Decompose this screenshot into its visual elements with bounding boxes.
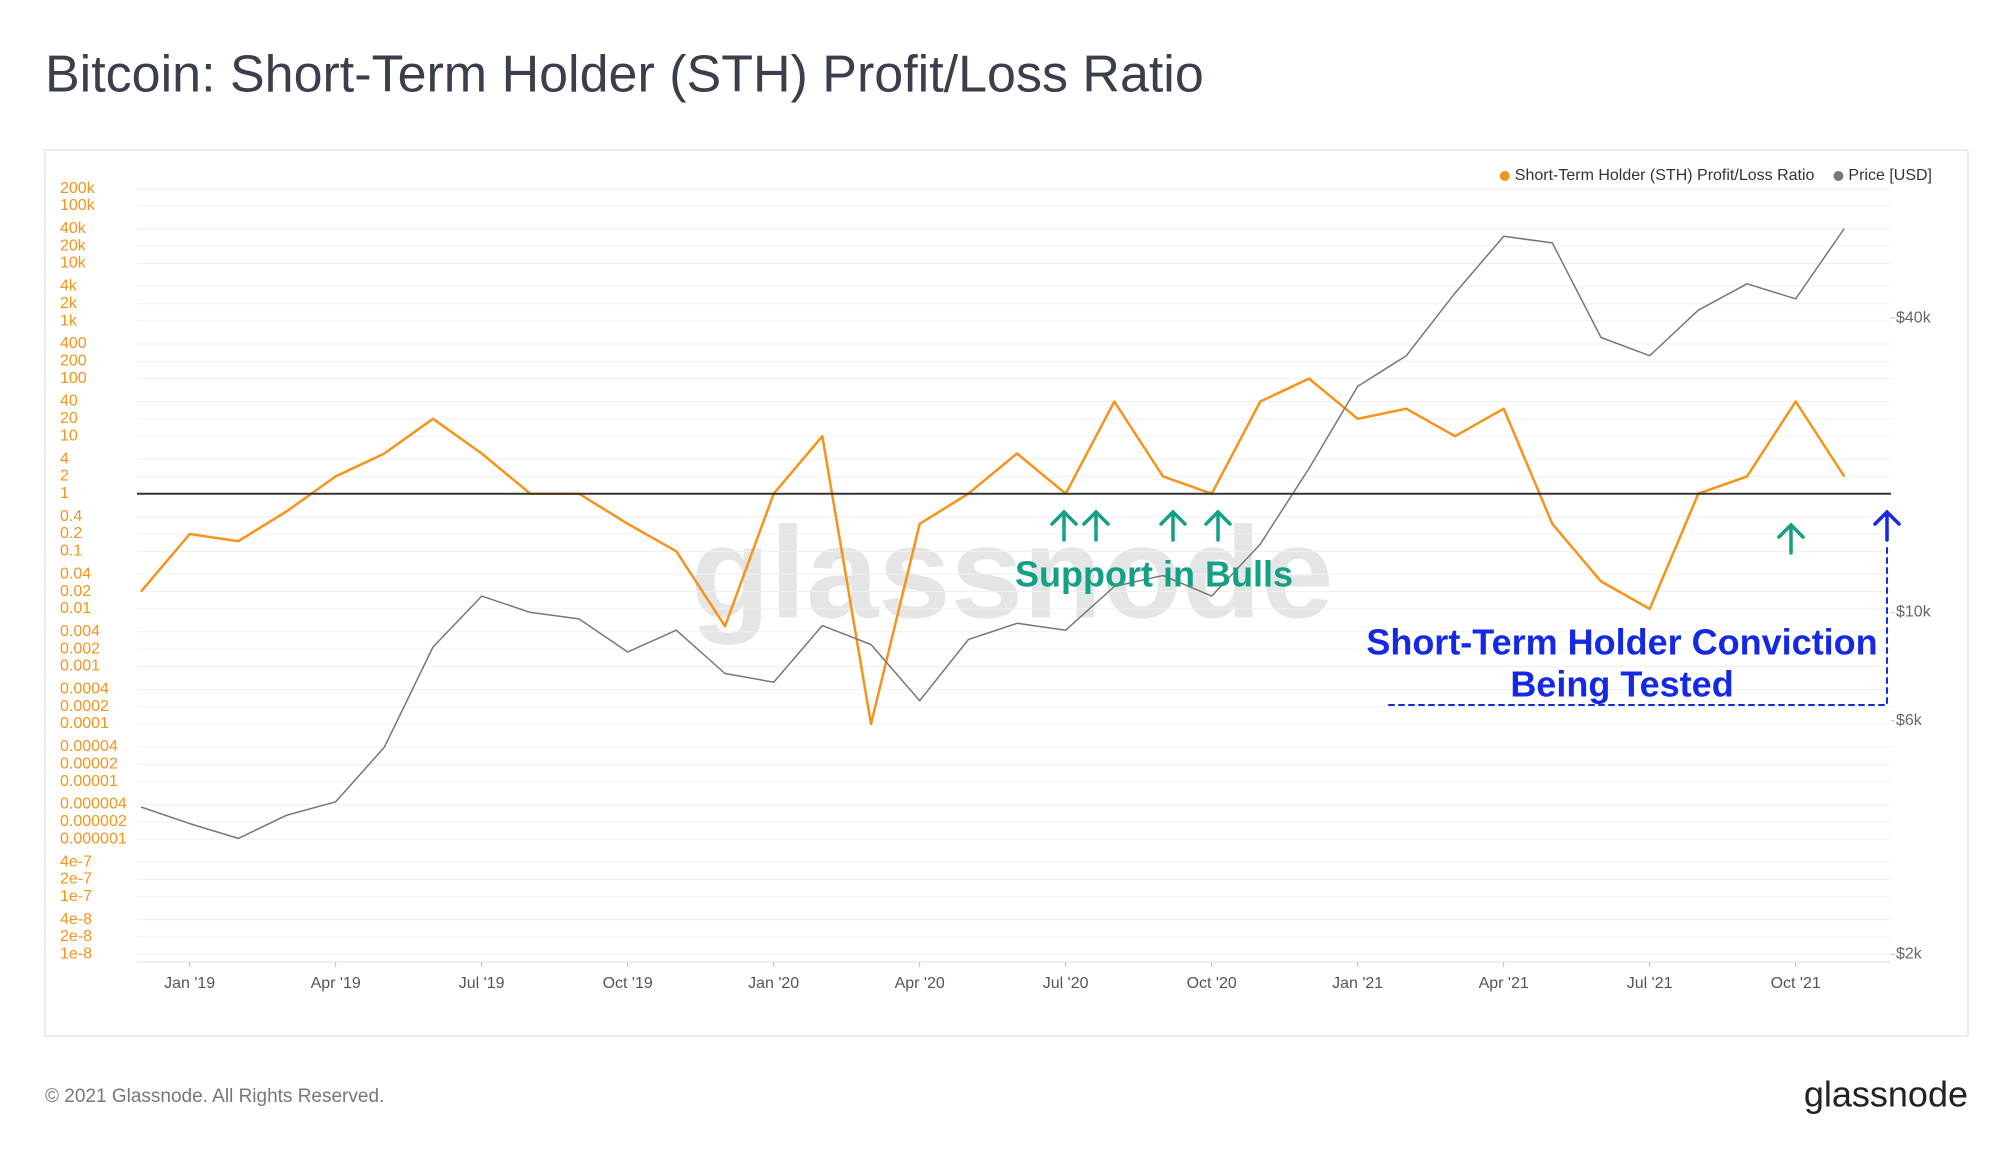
y-tick-label: 0.0001: [60, 715, 109, 732]
y-tick-label: 2: [60, 468, 69, 485]
y-tick-label: 4: [60, 450, 69, 467]
page-title: Bitcoin: Short-Term Holder (STH) Profit/…: [45, 46, 1204, 104]
y-tick-label: 0.01: [60, 600, 91, 617]
y-tick-label: 10k: [60, 255, 87, 272]
watermark: glassnode: [691, 499, 1334, 645]
y-tick-label: 4k: [60, 278, 78, 295]
y-tick-label: 0.00004: [60, 738, 118, 755]
y-tick-label: 2e-7: [60, 871, 92, 888]
annotation: Support in Bulls: [1015, 554, 1293, 595]
y-tick-label: 200k: [60, 180, 96, 197]
arrow: [1873, 509, 1901, 542]
y-tick-label: 4e-8: [60, 911, 92, 928]
annotation: Being Tested: [1510, 664, 1733, 705]
x-tick-label: Oct '20: [1187, 975, 1237, 992]
y-tick-label: 40k: [60, 220, 87, 237]
y-tick-label: 2k: [60, 295, 78, 312]
footer: © 2021 Glassnode. All Rights Reserved.: [45, 1086, 384, 1107]
y2-tick-label: $10k: [1896, 604, 1932, 621]
x-tick-label: Jul '19: [459, 975, 505, 992]
y-tick-label: 200: [60, 352, 87, 369]
y-tick-label: 2e-8: [60, 928, 92, 945]
y-tick-label: 0.00001: [60, 773, 118, 790]
arrow: [1777, 522, 1805, 555]
plot: 1e-82e-84e-8 1e-72e-74e-7 0.0000010.000002…: [60, 167, 1932, 992]
chart-frame: [44, 149, 1969, 1037]
y2-tick-label: $6k: [1896, 712, 1923, 729]
y-tick-label: 4e-7: [60, 853, 92, 870]
y-tick-label: 0.0002: [60, 698, 109, 715]
y-tick-label: 10: [60, 427, 78, 444]
y-tick-label: 1: [60, 485, 69, 502]
legend-label: Short-Term Holder (STH) Profit/Loss Rati…: [1515, 167, 1815, 184]
legend-label: Price [USD]: [1848, 167, 1932, 184]
y-tick-label: 40: [60, 393, 78, 410]
y2-tick-label: $2k: [1896, 945, 1923, 962]
annotation: Short-Term Holder Conviction: [1366, 622, 1877, 663]
y-tick-label: 0.4: [60, 508, 82, 525]
x-tick-label: Apr '20: [895, 975, 945, 992]
y-tick-label: 400: [60, 335, 87, 352]
y-tick-label: 0.04: [60, 565, 91, 582]
x-tick-label: Jan '19: [164, 975, 215, 992]
x-tick-label: Oct '19: [603, 975, 653, 992]
logo: glassnode: [1804, 1074, 1968, 1115]
conviction-arrow: [1387, 509, 1901, 706]
x-tick-label: Jan '21: [1332, 975, 1383, 992]
support-arrows: [1050, 509, 1805, 555]
arrow: [1159, 509, 1187, 542]
y-tick-label: 0.002: [60, 640, 100, 657]
series-line: [140, 377, 1846, 726]
y-tick-label: 0.0004: [60, 681, 109, 698]
y-tick-label: 20: [60, 410, 78, 427]
legend-marker: [1833, 171, 1844, 181]
y-tick-label: 0.000002: [60, 813, 127, 830]
x-tick-label: Apr '21: [1479, 975, 1529, 992]
arrow: [1050, 509, 1078, 542]
y-tick-label: 1e-8: [60, 946, 92, 963]
x-tick-label: Jul '21: [1627, 975, 1673, 992]
y-tick-label: 0.1: [60, 543, 82, 560]
dashed-guide: [1387, 547, 1888, 706]
y-tick-label: 0.000001: [60, 830, 127, 847]
y-tick-label: 0.000004: [60, 796, 127, 813]
arrow: [1082, 509, 1110, 542]
x-tick-label: Jul '20: [1043, 975, 1089, 992]
y-tick-label: 100k: [60, 197, 96, 214]
x-tick-label: Jan '20: [748, 975, 799, 992]
y-tick-label: 1e-7: [60, 888, 92, 905]
y-tick-label: 0.2: [60, 525, 82, 542]
y-tick-label: 20k: [60, 237, 87, 254]
x-tick-label: Oct '21: [1771, 975, 1821, 992]
legend-marker: [1499, 171, 1510, 181]
y-tick-label: 0.001: [60, 658, 100, 675]
x-tick-label: Apr '19: [311, 975, 361, 992]
y-tick-label: 100: [60, 370, 87, 387]
y2-tick-label: $40k: [1896, 309, 1932, 326]
y-tick-label: 0.004: [60, 623, 100, 640]
y-tick-label: 0.02: [60, 583, 91, 600]
y-tick-label: 0.00002: [60, 755, 118, 772]
y-tick-label: 1k: [60, 312, 78, 329]
series-line: [140, 228, 1845, 840]
arrow: [1204, 509, 1232, 542]
